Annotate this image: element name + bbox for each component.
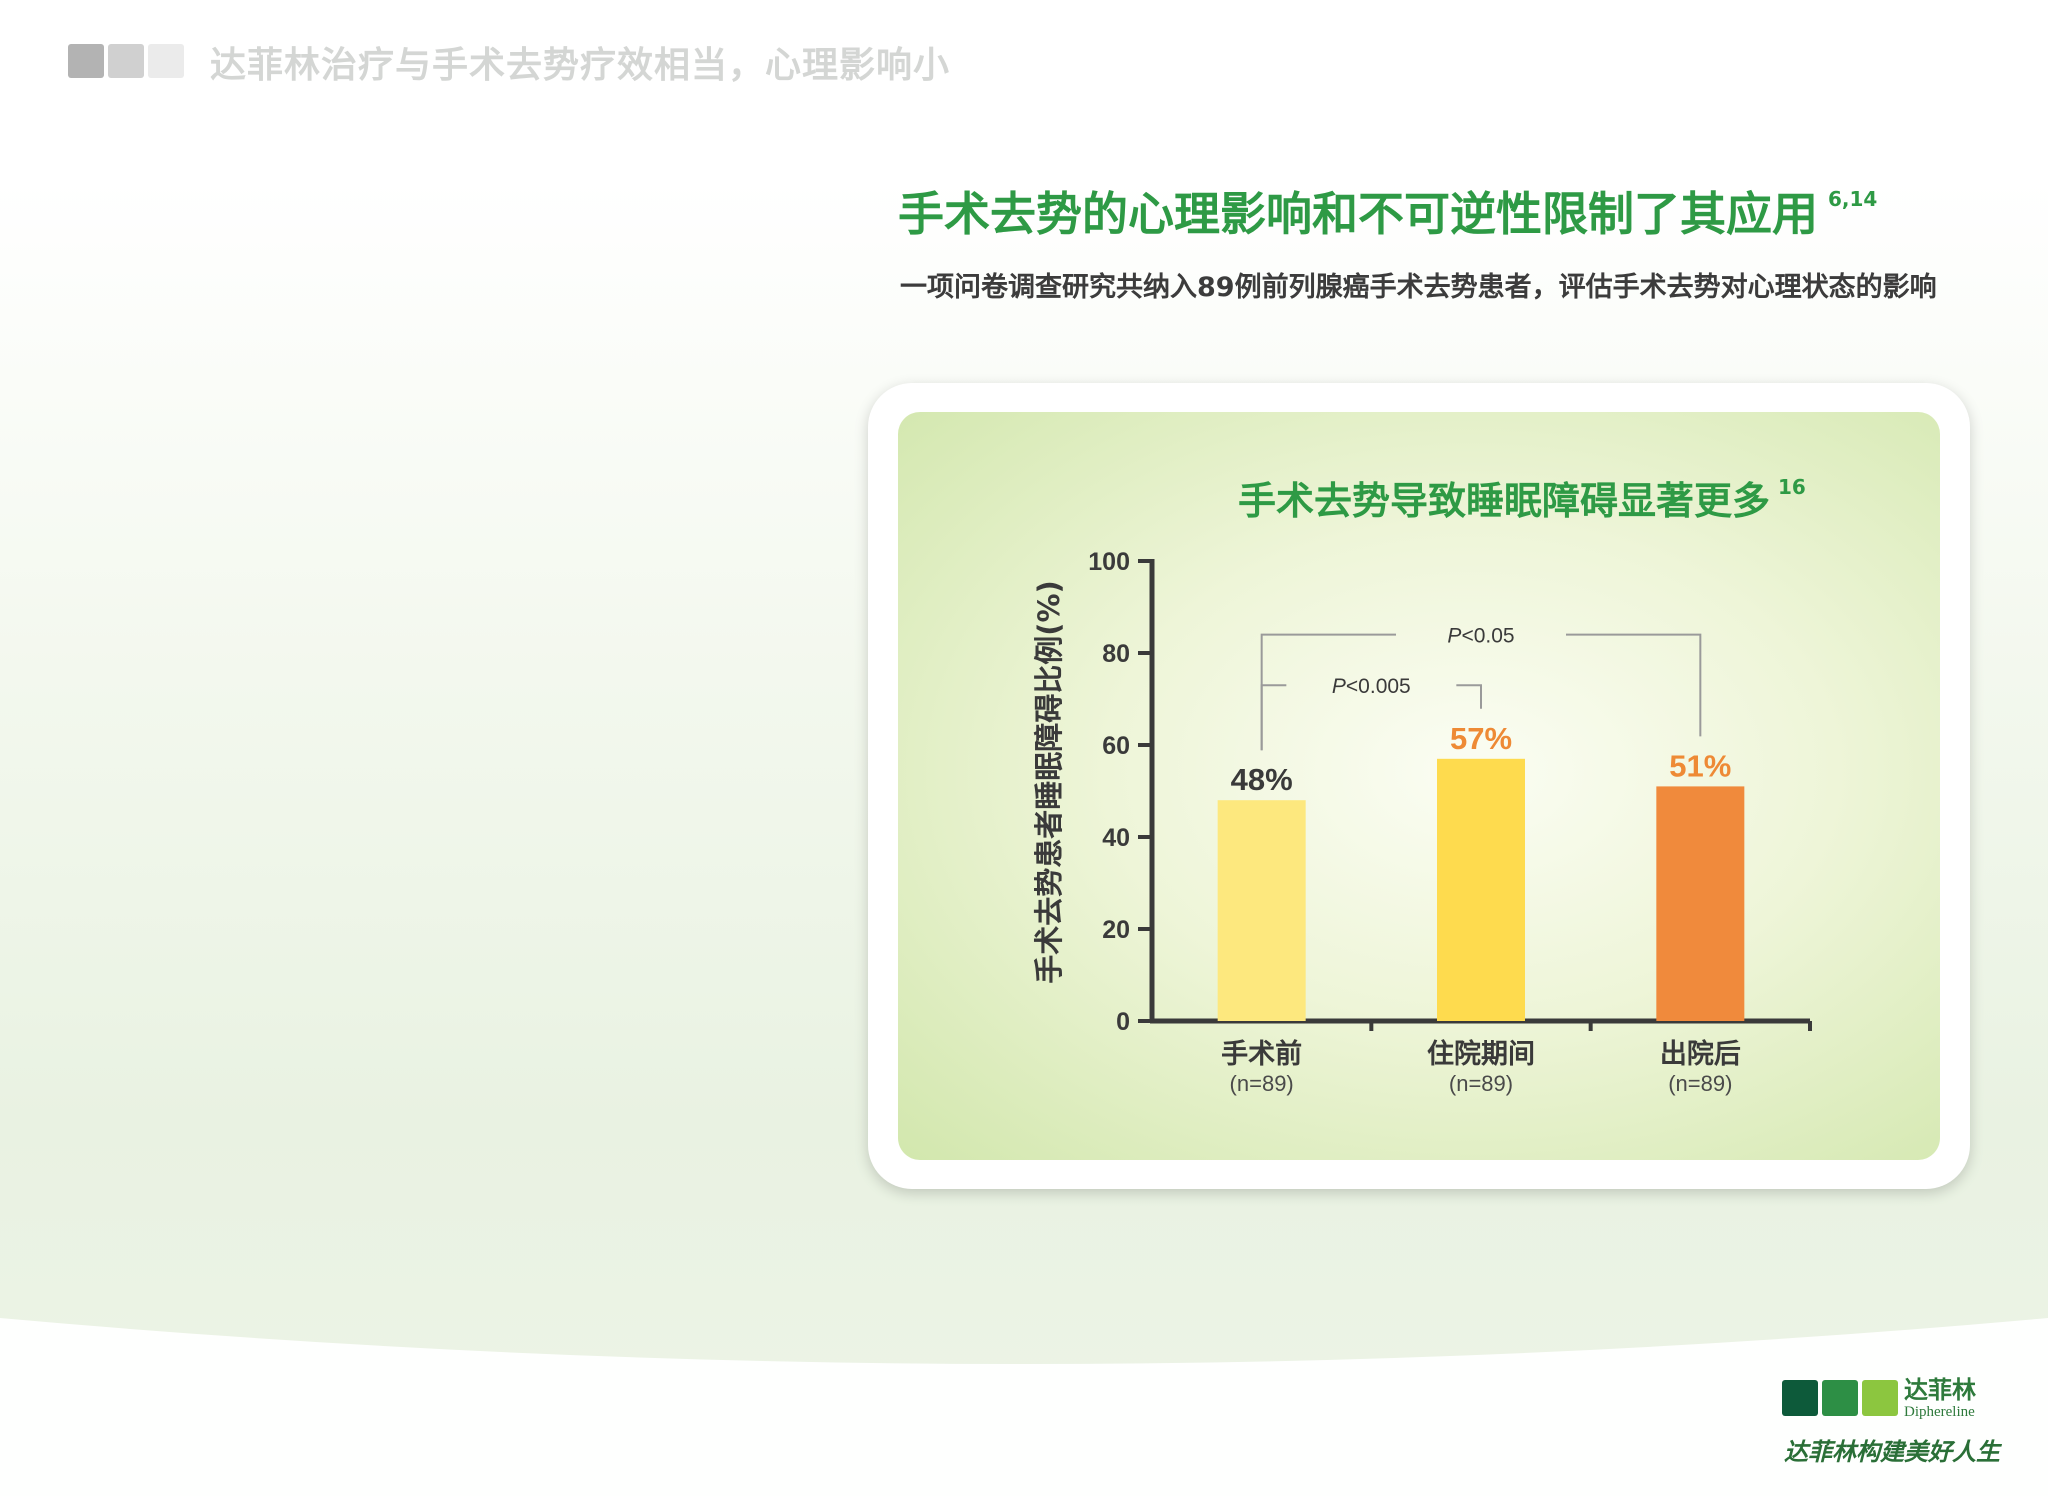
comparison-bracket-left-1 xyxy=(1260,684,1287,751)
main-title: 手术去势的心理影响和不可逆性限制了其应用 6,14 xyxy=(898,178,1877,244)
logo-square-3 xyxy=(1862,1380,1898,1416)
header-square-3 xyxy=(148,44,184,78)
y-tick-label-80: 80 xyxy=(1102,640,1130,668)
y-tick-label-60: 60 xyxy=(1102,732,1130,760)
comparison-label-value-1: <0.005 xyxy=(1346,675,1411,698)
x-category-label-3: 出院后 xyxy=(1660,1038,1741,1070)
y-tick-label-20: 20 xyxy=(1102,916,1130,944)
x-category-label-1: 手术前 xyxy=(1221,1038,1302,1070)
bar-value-label-2: 57% xyxy=(1450,721,1512,756)
bar-3 xyxy=(1656,786,1745,1021)
main-title-ref: 6,14 xyxy=(1828,186,1878,211)
bar-value-label-1: 48% xyxy=(1231,762,1293,797)
chart-panel xyxy=(898,412,1940,1160)
y-tick-label-100: 100 xyxy=(1088,548,1130,576)
x-category-n-3: (n=89) xyxy=(1668,1071,1732,1096)
study-description: 一项问卷调查研究共纳入89例前列腺癌手术去势患者，评估手术去势对心理状态的影响 xyxy=(900,272,1937,303)
comparison-label-2: P<0.05 xyxy=(1447,625,1514,648)
logo-name-en: Diphereline xyxy=(1904,1404,1975,1420)
bar-2 xyxy=(1437,758,1525,1021)
y-tick-label-0: 0 xyxy=(1116,1008,1130,1036)
main-title-text: 手术去势的心理影响和不可逆性限制了其应用 xyxy=(898,187,1818,241)
logo-slogan: 达菲林构建美好人生 xyxy=(1784,1437,2000,1466)
bar-1 xyxy=(1217,800,1306,1021)
comparison-bracket-left-2 xyxy=(1260,633,1396,751)
chart-title: 手术去势导致睡眠障碍显著更多 16 xyxy=(1238,470,1806,525)
header-square-1 xyxy=(68,44,104,78)
comparison-bracket-right-1 xyxy=(1456,684,1482,709)
x-category-n-1: (n=89) xyxy=(1230,1071,1294,1096)
chart-title-text: 手术去势导致睡眠障碍显著更多 xyxy=(1238,479,1771,523)
comparison-label-value-2: <0.05 xyxy=(1461,625,1514,648)
logo-name-cn: 达菲林 xyxy=(1904,1375,1976,1404)
background-wave xyxy=(0,1318,2048,1496)
x-category-n-2: (n=89) xyxy=(1449,1071,1513,1096)
page-header-title: 达菲林治疗与手术去势疗效相当，心理影响小 xyxy=(210,45,951,86)
comparison-label-1: P<0.005 xyxy=(1332,675,1411,698)
logo-square-2 xyxy=(1822,1380,1858,1416)
bar-value-label-3: 51% xyxy=(1669,748,1731,783)
comparison-label-p-1: P xyxy=(1332,675,1346,698)
comparison-label-p-2: P xyxy=(1447,625,1461,648)
header-decor-squares xyxy=(68,44,184,78)
header-square-2 xyxy=(108,44,144,78)
chart-title-ref: 16 xyxy=(1778,475,1806,500)
comparison-bracket-right-2 xyxy=(1566,633,1702,737)
logo-square-1 xyxy=(1782,1380,1818,1416)
y-tick-label-40: 40 xyxy=(1102,824,1130,852)
x-category-label-2: 住院期间 xyxy=(1427,1038,1535,1070)
